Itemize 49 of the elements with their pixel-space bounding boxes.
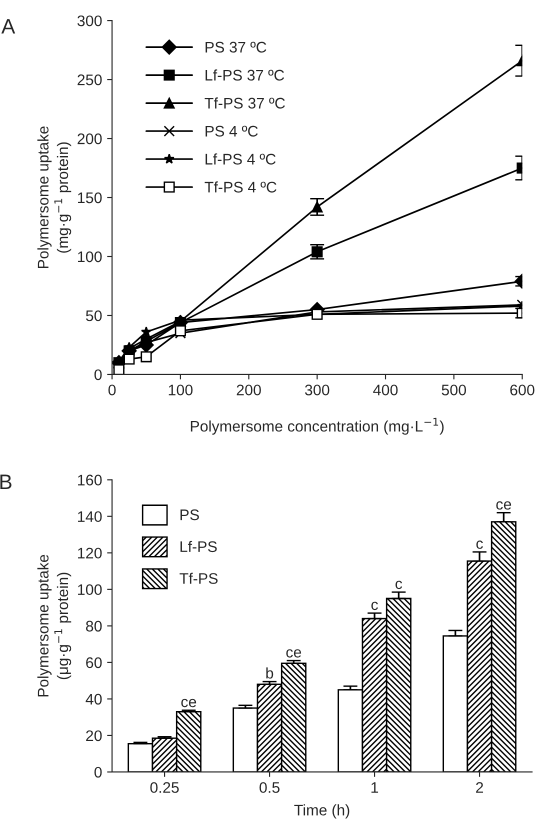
x-tick-label: 600 — [510, 384, 534, 396]
y-axis-title: Polymersome uptake (mg·g$^{−1}$ protein) — [37, 126, 72, 268]
x-tick-label: 400 — [373, 384, 398, 396]
x-tick-label: 0.5 — [260, 782, 280, 793]
y-tick-label: 50 — [86, 310, 102, 322]
y-tick-label: 100 — [78, 251, 102, 262]
legend-label: Tf-PS 4 ºC — [204, 181, 276, 193]
y-tick-label: 200 — [78, 133, 102, 144]
x-tick-label: 500 — [442, 384, 466, 396]
x-axis-title: Polymersome concentration (mg·L$^{−1}$) — [190, 418, 444, 435]
y-tick-label: 40 — [86, 694, 102, 705]
y-tick-label: 150 — [78, 192, 102, 204]
legend-label: Tf-PS — [180, 572, 218, 584]
y-tick-label: 0 — [94, 766, 102, 778]
chart-title: B — [0, 474, 12, 490]
legend-label: Lf-PS — [180, 540, 217, 552]
data-label: c — [476, 540, 483, 549]
x-tick-label: 1 — [371, 782, 378, 793]
x-tick-label: 0.25 — [150, 782, 179, 793]
data-label: c — [396, 580, 402, 590]
x-tick-label: 0 — [108, 384, 116, 396]
legend-label: Lf-PS 4 ºC — [206, 153, 276, 165]
y-tick-label: 20 — [86, 730, 102, 742]
y-tick-label: 120 — [78, 548, 102, 559]
data-label: ce — [181, 698, 196, 708]
x-tick-label: 2 — [476, 782, 484, 793]
data-label: c — [371, 602, 378, 610]
y-tick-label: 60 — [86, 657, 102, 668]
legend-label: Tf-PS 37 ºC — [204, 97, 285, 109]
x-tick-label: 300 — [304, 384, 330, 396]
y-tick-label: 0 — [94, 369, 102, 380]
y-axis-title: Polymersome uptake (μg·g$^{−1}$ protein) — [37, 554, 72, 696]
data-label: ce — [496, 501, 512, 510]
chart-title: A — [1, 19, 16, 34]
y-tick-label: 100 — [78, 584, 102, 596]
y-tick-label: 80 — [86, 620, 102, 632]
y-tick-label: 250 — [78, 74, 102, 86]
x-axis-title: Time (h) — [294, 804, 350, 819]
legend-label: PS 4 ºC — [206, 126, 258, 137]
y-tick-label: 300 — [77, 15, 102, 26]
legend-label: Lf-PS 37 ºC — [206, 69, 284, 81]
legend-label: PS — [180, 509, 199, 520]
y-tick-label: 160 — [78, 474, 102, 486]
x-tick-label: 100 — [168, 384, 193, 396]
data-label: b — [266, 667, 274, 679]
legend-label: PS 37 ºC — [206, 42, 266, 53]
x-tick-label: 200 — [236, 384, 261, 396]
data-label: ce — [286, 649, 302, 658]
y-tick-label: 140 — [78, 511, 102, 522]
